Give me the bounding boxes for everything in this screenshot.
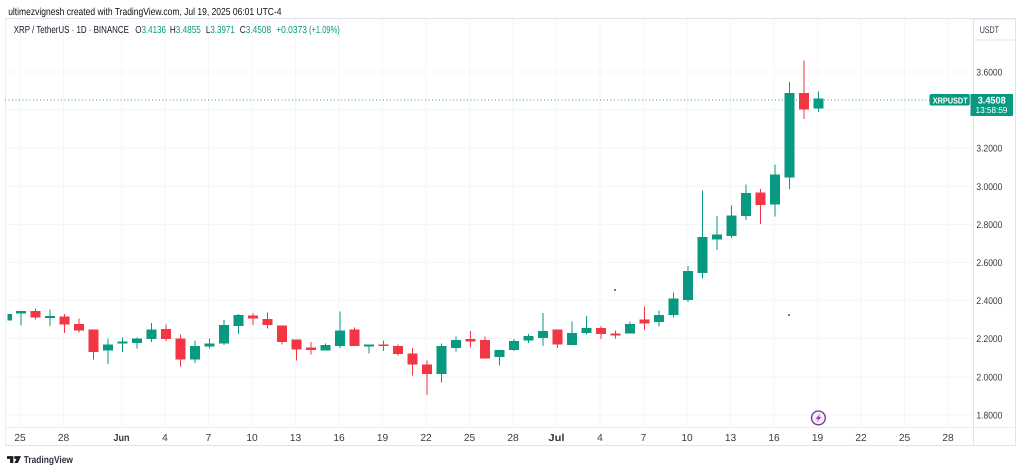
svg-text:3.6000: 3.6000 [976,68,1003,79]
svg-text:(+1.09%): (+1.09%) [309,25,340,36]
svg-text:25: 25 [14,433,26,444]
svg-text:1.8000: 1.8000 [976,410,1003,421]
svg-text:10: 10 [246,433,258,444]
svg-text:TradingView: TradingView [24,455,73,466]
svg-text:4: 4 [597,433,603,444]
svg-text:3.0000: 3.0000 [976,182,1003,193]
svg-text:Jul: Jul [548,433,564,444]
svg-text:+0.0373: +0.0373 [276,25,307,36]
svg-text:3.2000: 3.2000 [976,144,1003,155]
svg-text:10: 10 [681,433,693,444]
svg-text:H3.4855: H3.4855 [170,25,201,36]
svg-text:28: 28 [942,433,954,444]
svg-text:O3.4136: O3.4136 [135,25,166,36]
svg-text:XRPUSDT: XRPUSDT [933,95,969,105]
svg-text:3.4508: 3.4508 [978,96,1007,107]
svg-text:4: 4 [162,433,168,444]
svg-text:13: 13 [290,433,302,444]
svg-text:7: 7 [206,433,212,444]
svg-text:ultimezvignesh created with Tr: ultimezvignesh created with TradingView.… [8,7,282,18]
svg-text:2.6000: 2.6000 [976,258,1003,269]
svg-text:22: 22 [855,433,867,444]
svg-text:28: 28 [58,433,70,444]
svg-text:L3.3971: L3.3971 [206,25,235,36]
svg-text:7: 7 [641,433,647,444]
svg-text:2.0000: 2.0000 [976,372,1003,383]
svg-text:2.8000: 2.8000 [976,220,1003,231]
svg-text:28: 28 [507,433,519,444]
svg-text:USDT: USDT [980,25,999,36]
svg-text:Jun: Jun [113,433,129,444]
svg-text:25: 25 [899,433,911,444]
svg-text:C3.4508: C3.4508 [240,25,272,36]
svg-text:19: 19 [377,433,389,444]
svg-text:22: 22 [420,433,432,444]
svg-text:2.4000: 2.4000 [976,296,1003,307]
svg-text:16: 16 [768,433,780,444]
svg-text:13:58:59: 13:58:59 [976,105,1008,115]
svg-text:13: 13 [725,433,737,444]
svg-text:16: 16 [333,433,345,444]
svg-text:XRP / TetherUS · 1D · BINANCE: XRP / TetherUS · 1D · BINANCE [14,25,129,36]
svg-text:19: 19 [812,433,824,444]
svg-text:25: 25 [464,433,476,444]
svg-text:2.2000: 2.2000 [976,334,1003,345]
